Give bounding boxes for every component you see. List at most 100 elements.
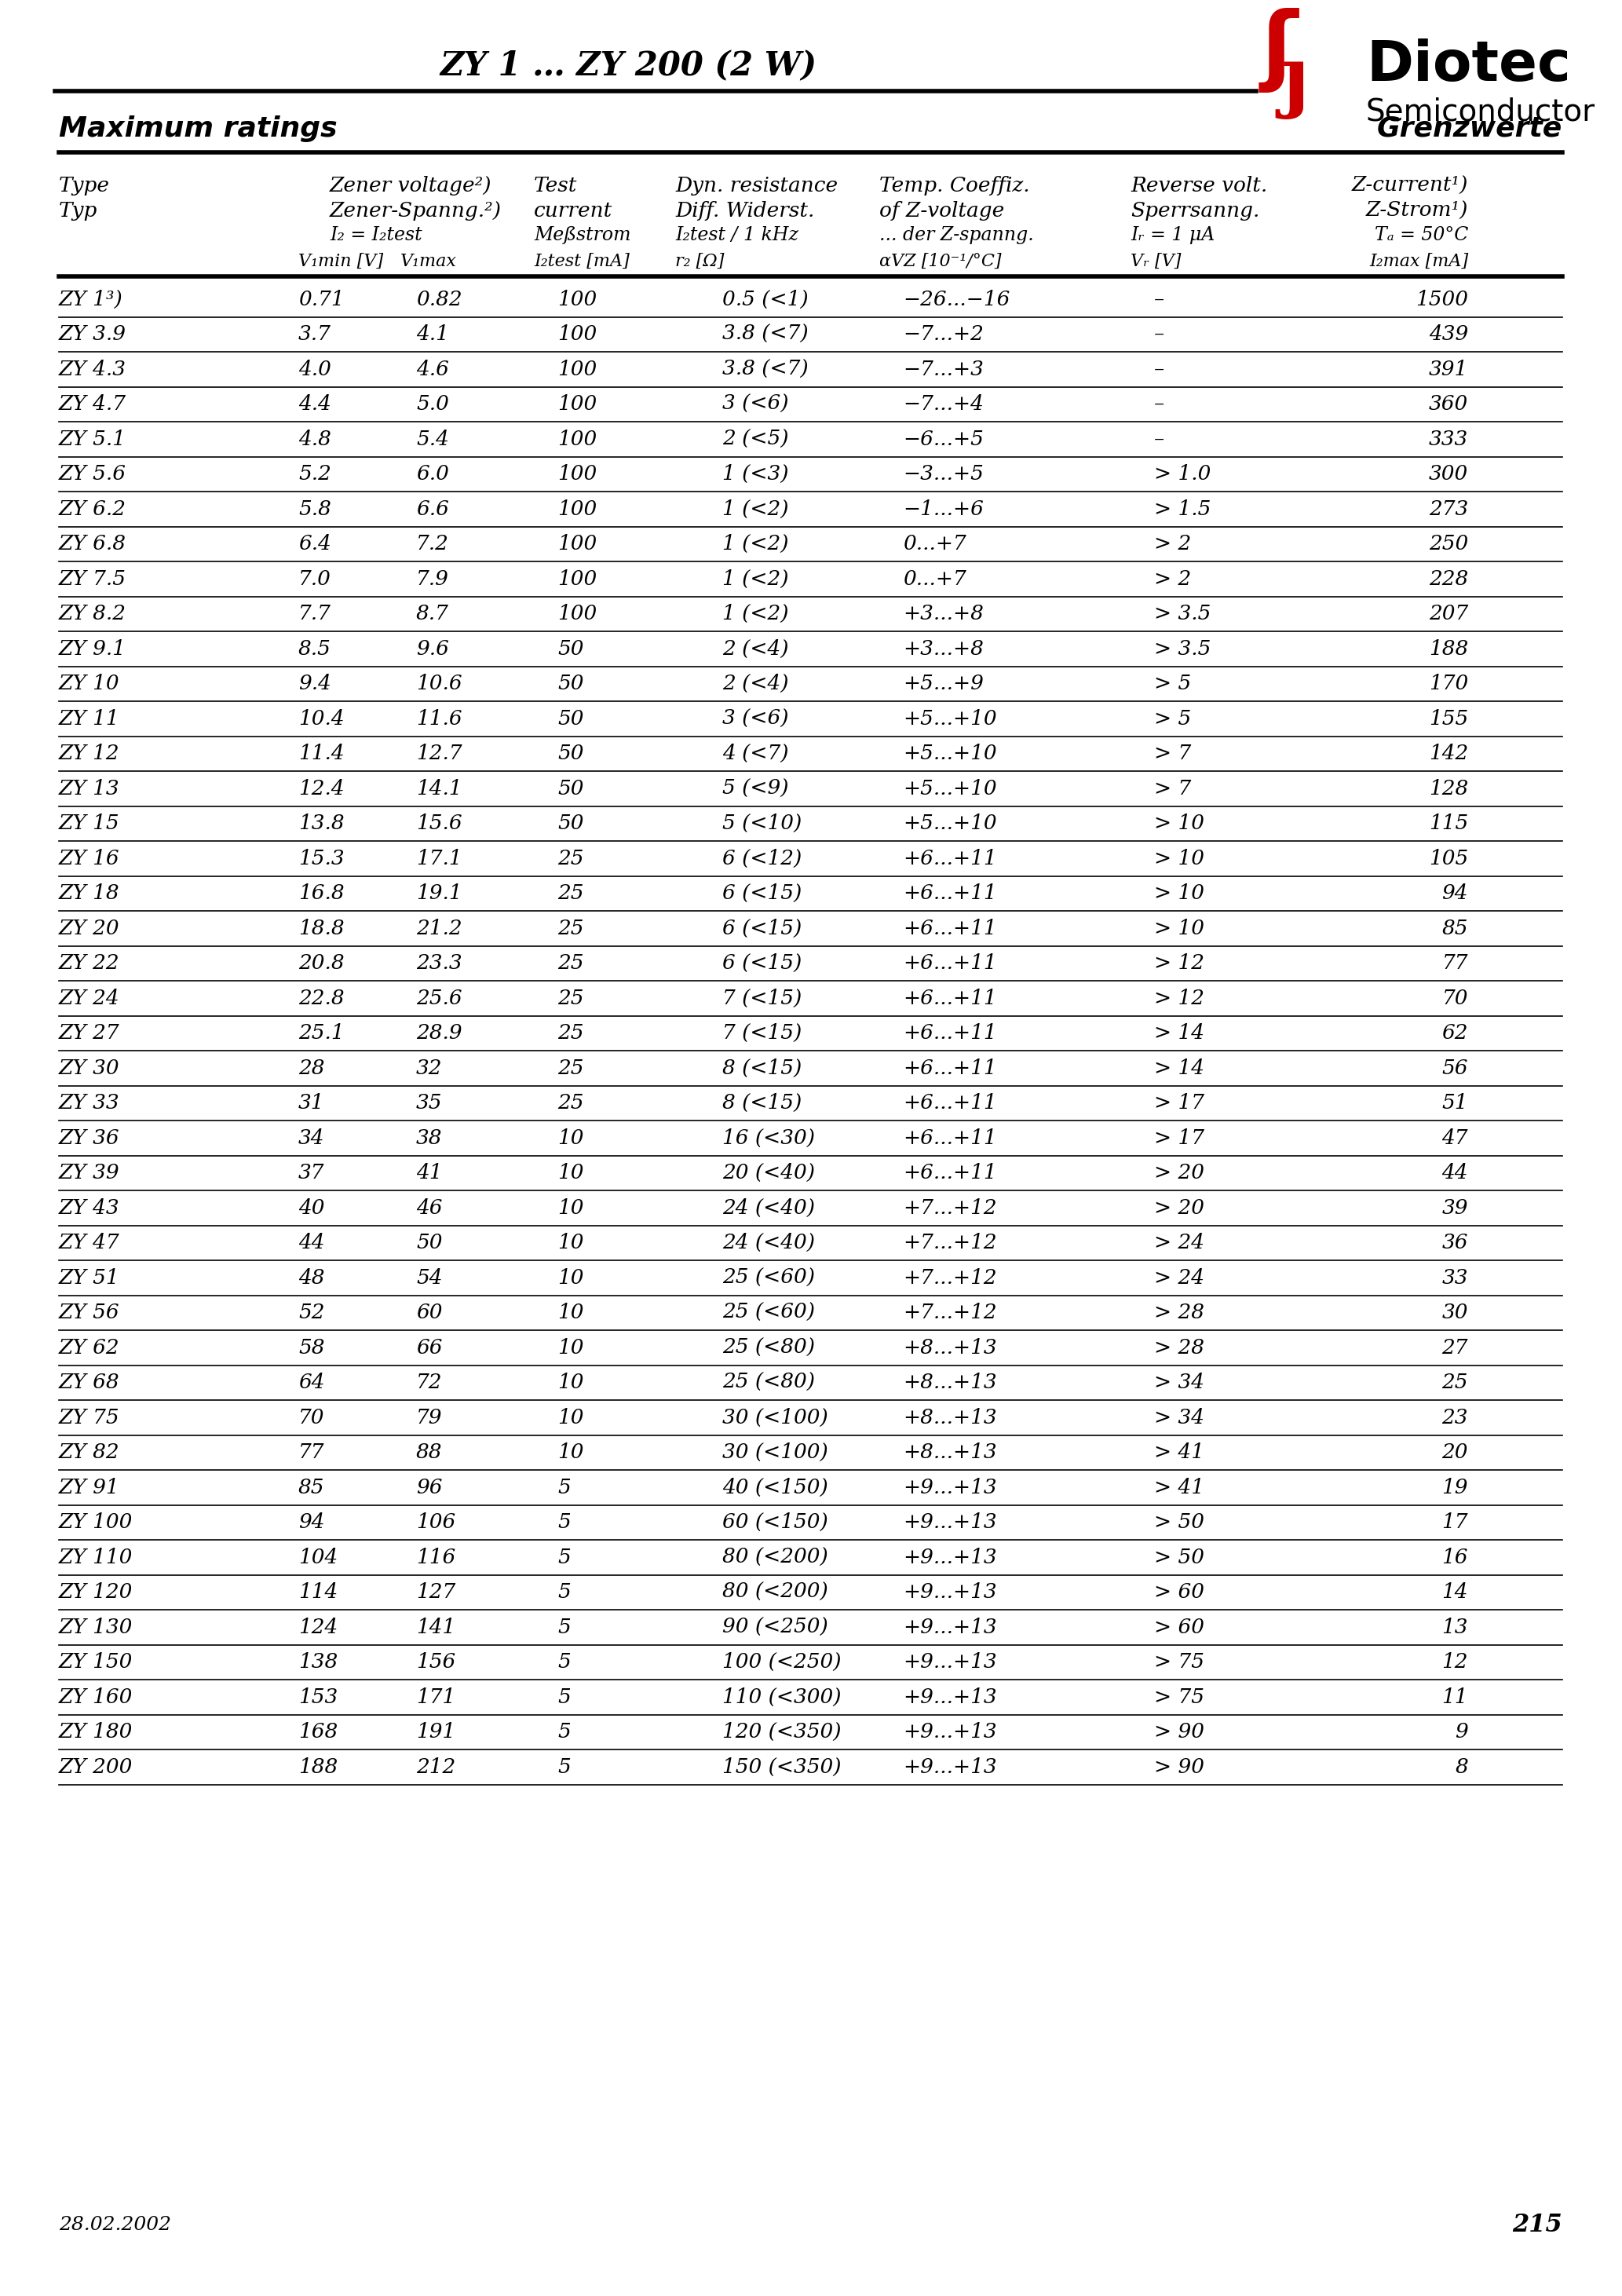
Text: +7...+12: +7...+12 bbox=[903, 1233, 998, 1254]
Text: I₂ = I₂test: I₂ = I₂test bbox=[329, 225, 422, 243]
Text: 0...+7: 0...+7 bbox=[903, 535, 967, 553]
Text: +5...+10: +5...+10 bbox=[903, 744, 998, 765]
Text: −1...+6: −1...+6 bbox=[903, 498, 983, 519]
Text: > 24: > 24 bbox=[1155, 1267, 1204, 1288]
Text: 0.71: 0.71 bbox=[298, 289, 344, 310]
Text: ... der Z-spanng.: ... der Z-spanng. bbox=[879, 225, 1033, 243]
Text: 25: 25 bbox=[558, 953, 584, 974]
Text: 15.3: 15.3 bbox=[298, 850, 344, 868]
Text: 2 (<5): 2 (<5) bbox=[722, 429, 788, 450]
Text: ZY 51: ZY 51 bbox=[58, 1267, 120, 1288]
Text: 20.8: 20.8 bbox=[298, 953, 344, 974]
Text: ZY 75: ZY 75 bbox=[58, 1407, 120, 1428]
Text: 11.4: 11.4 bbox=[298, 744, 344, 765]
Text: 31: 31 bbox=[298, 1093, 324, 1114]
Text: ZY 6.2: ZY 6.2 bbox=[58, 498, 127, 519]
Text: > 17: > 17 bbox=[1155, 1093, 1204, 1114]
Text: 5 (<10): 5 (<10) bbox=[722, 813, 801, 833]
Text: ZY 120: ZY 120 bbox=[58, 1582, 133, 1603]
Text: 100: 100 bbox=[558, 289, 597, 310]
Text: 114: 114 bbox=[298, 1582, 337, 1603]
Text: 70: 70 bbox=[298, 1407, 324, 1428]
Text: 25.1: 25.1 bbox=[298, 1024, 344, 1042]
Text: 8.7: 8.7 bbox=[417, 604, 449, 625]
Text: +9...+13: +9...+13 bbox=[903, 1756, 998, 1777]
Text: of Z-voltage: of Z-voltage bbox=[879, 202, 1004, 220]
Text: 120 (<350): 120 (<350) bbox=[722, 1722, 842, 1743]
Text: ZY 15: ZY 15 bbox=[58, 813, 120, 833]
Text: 40: 40 bbox=[298, 1199, 324, 1217]
Text: 28.02.2002: 28.02.2002 bbox=[58, 2216, 172, 2234]
Text: 12.7: 12.7 bbox=[417, 744, 462, 765]
Text: > 17: > 17 bbox=[1155, 1127, 1204, 1148]
Text: ZY 36: ZY 36 bbox=[58, 1127, 120, 1148]
Text: 104: 104 bbox=[298, 1548, 337, 1568]
Text: 7.7: 7.7 bbox=[298, 604, 331, 625]
Text: 1 (<2): 1 (<2) bbox=[722, 498, 788, 519]
Text: 141: 141 bbox=[417, 1616, 456, 1637]
Text: 100: 100 bbox=[558, 429, 597, 450]
Text: −3...+5: −3...+5 bbox=[903, 464, 983, 484]
Text: 12: 12 bbox=[1442, 1653, 1468, 1671]
Text: ZY 4.3: ZY 4.3 bbox=[58, 360, 127, 379]
Text: > 34: > 34 bbox=[1155, 1373, 1204, 1391]
Text: 14: 14 bbox=[1442, 1582, 1468, 1603]
Text: 100: 100 bbox=[558, 395, 597, 413]
Text: 7.2: 7.2 bbox=[417, 535, 449, 553]
Text: > 41: > 41 bbox=[1155, 1442, 1204, 1463]
Text: 250: 250 bbox=[1429, 535, 1468, 553]
Text: 25 (<80): 25 (<80) bbox=[722, 1373, 814, 1391]
Text: 6 (<15): 6 (<15) bbox=[722, 918, 801, 939]
Text: 60 (<150): 60 (<150) bbox=[722, 1513, 829, 1531]
Text: 85: 85 bbox=[1442, 918, 1468, 939]
Text: ZY 39: ZY 39 bbox=[58, 1164, 120, 1182]
Text: ZY 91: ZY 91 bbox=[58, 1479, 120, 1497]
Text: 17: 17 bbox=[1442, 1513, 1468, 1531]
Text: 10: 10 bbox=[558, 1302, 584, 1322]
Text: 333: 333 bbox=[1429, 429, 1468, 450]
Text: I₂test [mA]: I₂test [mA] bbox=[534, 253, 629, 271]
Text: 6.6: 6.6 bbox=[417, 498, 449, 519]
Text: 94: 94 bbox=[298, 1513, 324, 1531]
Text: ZY 24: ZY 24 bbox=[58, 987, 120, 1008]
Text: 50: 50 bbox=[558, 675, 584, 693]
Text: 3.8 (<7): 3.8 (<7) bbox=[722, 324, 808, 344]
Text: Z-current¹): Z-current¹) bbox=[1351, 177, 1468, 195]
Text: –: – bbox=[1155, 429, 1165, 450]
Text: ZY 18: ZY 18 bbox=[58, 884, 120, 902]
Text: +5...+9: +5...+9 bbox=[903, 675, 983, 693]
Text: 3.8 (<7): 3.8 (<7) bbox=[722, 360, 808, 379]
Text: 0.82: 0.82 bbox=[417, 289, 462, 310]
Text: 18.8: 18.8 bbox=[298, 918, 344, 939]
Text: > 12: > 12 bbox=[1155, 987, 1204, 1008]
Text: 9.4: 9.4 bbox=[298, 675, 331, 693]
Text: 35: 35 bbox=[417, 1093, 443, 1114]
Text: Maximum ratings: Maximum ratings bbox=[58, 115, 337, 142]
Text: ZY 8.2: ZY 8.2 bbox=[58, 604, 127, 625]
Text: 1 (<2): 1 (<2) bbox=[722, 535, 788, 553]
Text: 94: 94 bbox=[1442, 884, 1468, 902]
Text: 25: 25 bbox=[558, 1058, 584, 1077]
Text: Sperrsanng.: Sperrsanng. bbox=[1131, 202, 1260, 220]
Text: 56: 56 bbox=[1442, 1058, 1468, 1077]
Text: 2 (<4): 2 (<4) bbox=[722, 638, 788, 659]
Text: > 3.5: > 3.5 bbox=[1155, 638, 1212, 659]
Text: > 50: > 50 bbox=[1155, 1513, 1204, 1531]
Text: 9: 9 bbox=[1455, 1722, 1468, 1743]
Text: 5: 5 bbox=[558, 1653, 571, 1671]
Text: 127: 127 bbox=[417, 1582, 456, 1603]
Text: > 10: > 10 bbox=[1155, 813, 1204, 833]
Text: > 20: > 20 bbox=[1155, 1164, 1204, 1182]
Text: ZY 100: ZY 100 bbox=[58, 1513, 133, 1531]
Text: −7...+3: −7...+3 bbox=[903, 360, 983, 379]
Text: −7...+2: −7...+2 bbox=[903, 324, 983, 344]
Text: ZY 30: ZY 30 bbox=[58, 1058, 120, 1077]
Text: 13.8: 13.8 bbox=[298, 813, 344, 833]
Text: 4.8: 4.8 bbox=[298, 429, 331, 450]
Text: 8.5: 8.5 bbox=[298, 638, 331, 659]
Text: > 20: > 20 bbox=[1155, 1199, 1204, 1217]
Text: > 2: > 2 bbox=[1155, 535, 1191, 553]
Text: ZY 4.7: ZY 4.7 bbox=[58, 395, 127, 413]
Text: > 60: > 60 bbox=[1155, 1582, 1204, 1603]
Text: Iᵣ = 1 μA: Iᵣ = 1 μA bbox=[1131, 225, 1215, 243]
